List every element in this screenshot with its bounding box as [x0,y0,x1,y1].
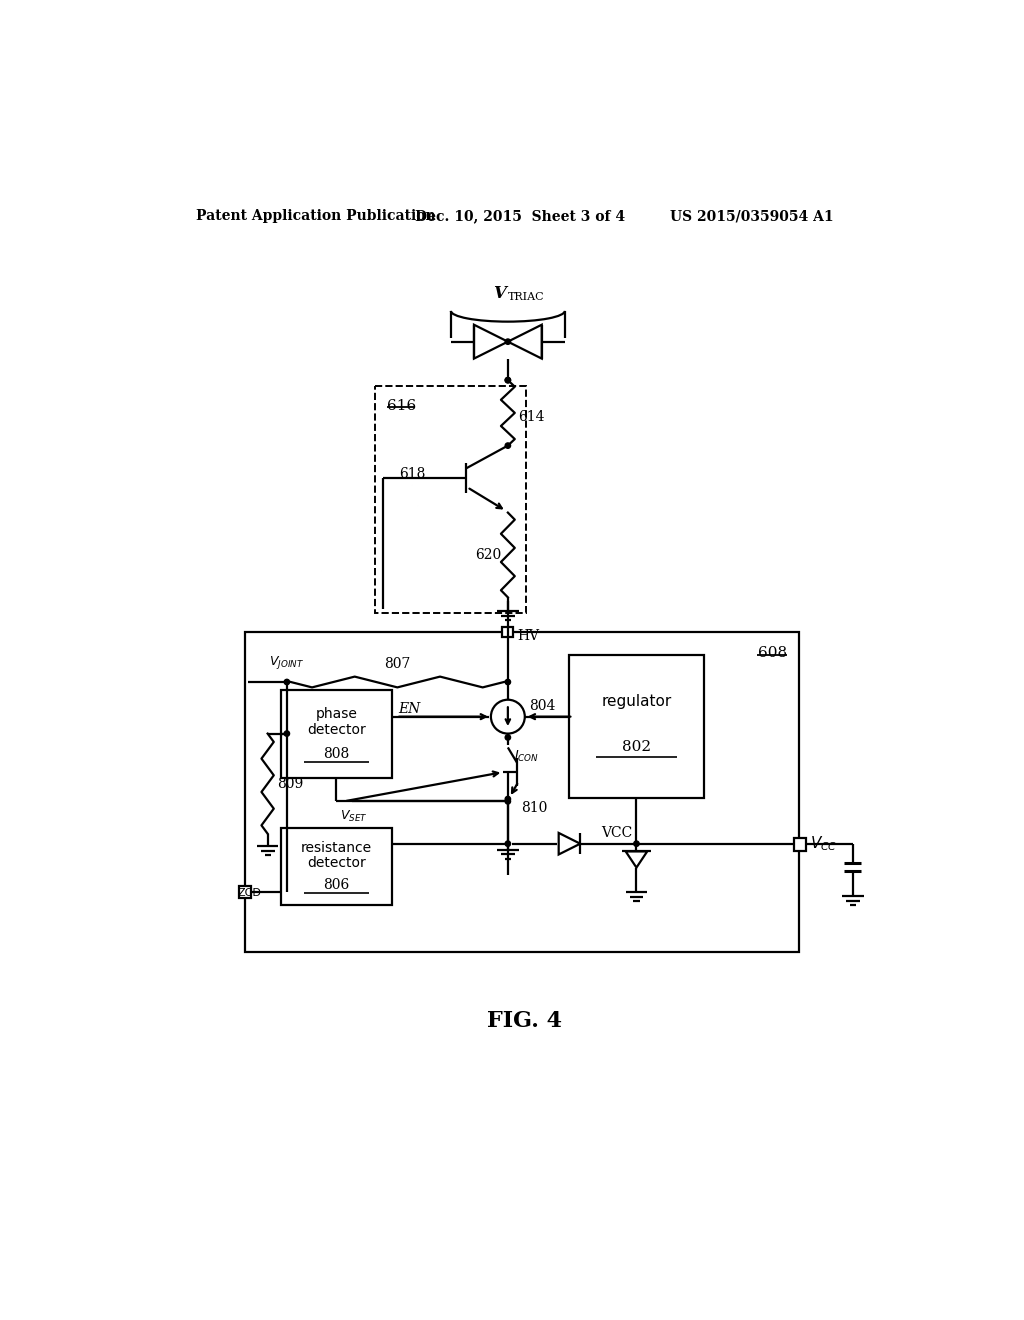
Bar [281,689,392,779]
Text: ZCD: ZCD [238,888,261,898]
Circle shape [505,378,511,383]
Text: $V_{CC}$: $V_{CC}$ [810,834,838,853]
Text: FIG. 4: FIG. 4 [487,1010,562,1032]
Circle shape [634,841,639,846]
Text: 810: 810 [521,801,547,816]
Text: 804: 804 [528,698,555,713]
Text: HV: HV [517,628,539,643]
Text: Dec. 10, 2015  Sheet 3 of 4: Dec. 10, 2015 Sheet 3 of 4 [416,209,626,223]
Text: $V_{SET}$: $V_{SET}$ [340,809,368,824]
Bar [240,886,252,899]
Text: resistance: resistance [301,841,372,854]
Text: EN: EN [398,702,421,715]
Text: Patent Application Publication: Patent Application Publication [196,209,435,223]
Circle shape [505,796,511,801]
Text: 808: 808 [324,747,349,762]
Text: detector: detector [307,855,366,870]
Text: $I_{CON}$: $I_{CON}$ [514,748,539,764]
Bar [376,385,525,612]
Circle shape [285,680,290,685]
Text: phase: phase [315,708,357,721]
Bar [281,829,392,906]
Circle shape [505,680,511,685]
Text: 809: 809 [276,776,303,791]
Text: 620: 620 [475,548,502,562]
Bar [245,632,799,952]
Circle shape [505,444,511,449]
Text: VCC: VCC [601,826,633,840]
Circle shape [505,735,511,741]
Text: detector: detector [307,723,366,737]
Bar [569,655,705,797]
Text: 614: 614 [518,409,545,424]
Text: US 2015/0359054 A1: US 2015/0359054 A1 [670,209,834,223]
Text: 806: 806 [324,878,349,892]
Text: TRIAC: TRIAC [508,292,545,302]
Bar [794,838,806,850]
Circle shape [505,799,511,804]
Text: 807: 807 [384,657,411,671]
Circle shape [505,339,511,345]
Text: 608: 608 [758,645,787,660]
Bar [503,627,513,638]
Text: 618: 618 [399,467,425,480]
Text: $V_{JOINT}$: $V_{JOINT}$ [269,655,304,671]
Text: regulator: regulator [602,694,672,709]
Text: 616: 616 [387,400,416,413]
Text: V: V [494,285,506,302]
Text: 802: 802 [623,741,651,755]
Circle shape [505,378,511,383]
Circle shape [505,841,511,846]
Circle shape [285,731,290,737]
